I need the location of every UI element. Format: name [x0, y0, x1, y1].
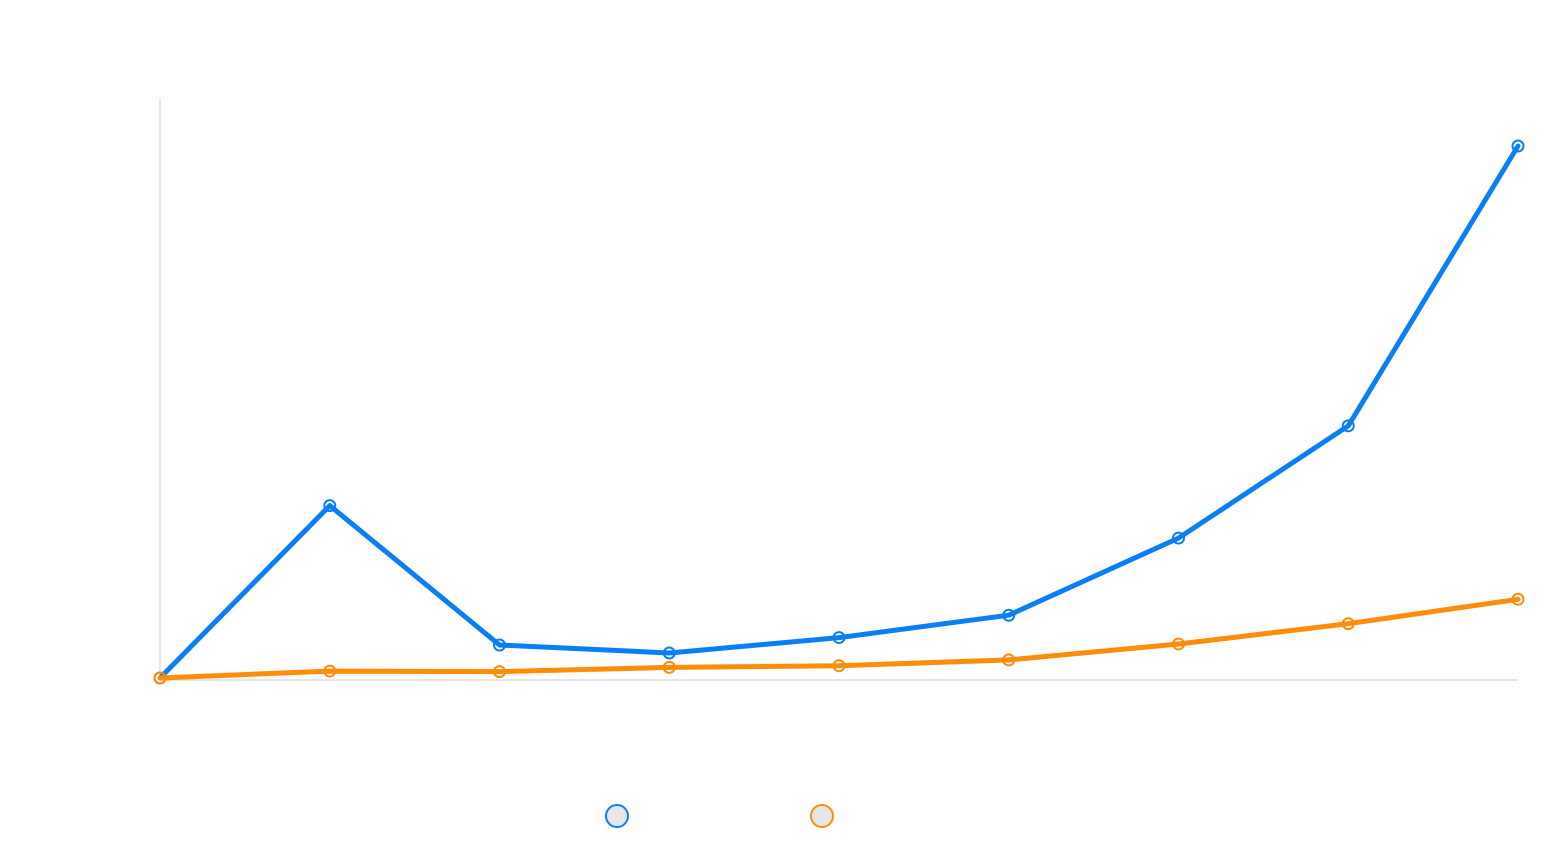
legend-item-2[interactable] [810, 804, 834, 828]
series-2 [153, 592, 1525, 685]
series-1-point[interactable] [1002, 608, 1016, 622]
series-2-line [157, 596, 1521, 681]
series-1-point[interactable] [662, 646, 676, 660]
legend-swatch-1[interactable] [605, 804, 629, 828]
legend [605, 804, 834, 828]
legend-swatch-2[interactable] [810, 804, 834, 828]
series-2-point[interactable] [493, 665, 506, 679]
series-1-point[interactable] [1341, 419, 1355, 433]
series-2-point[interactable] [1172, 637, 1185, 651]
series-2-point[interactable] [1341, 617, 1355, 631]
series-2-point[interactable] [153, 671, 167, 685]
series-1-point[interactable] [832, 631, 846, 645]
series-2-point[interactable] [662, 660, 676, 674]
series-2-point[interactable] [1511, 592, 1525, 606]
series-2-point[interactable] [1002, 653, 1016, 667]
series-1-point[interactable] [493, 638, 506, 652]
series-1-point[interactable] [1172, 531, 1185, 545]
series-2-point[interactable] [323, 664, 337, 678]
legend-item-1[interactable] [605, 804, 629, 828]
series-1-point[interactable] [323, 499, 337, 513]
series-2-point[interactable] [832, 659, 846, 673]
series-1 [153, 139, 1525, 685]
series-1-line [157, 143, 1521, 681]
series-layer [153, 139, 1525, 685]
series-1-point[interactable] [1511, 139, 1525, 153]
